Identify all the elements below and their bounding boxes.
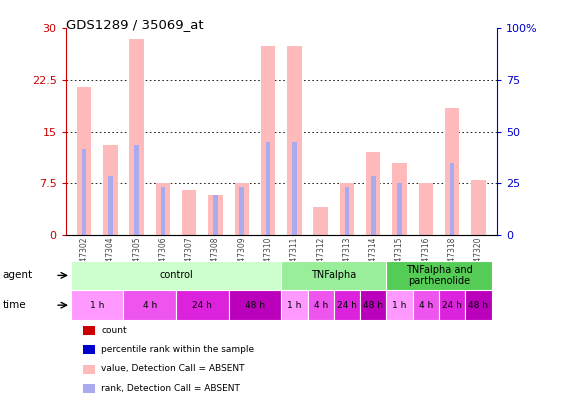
Text: TNFalpha and
parthenolide: TNFalpha and parthenolide [405,264,472,286]
Bar [123,290,176,320]
Text: GSM47305: GSM47305 [132,236,141,278]
Text: GSM47314: GSM47314 [369,236,378,278]
Bar [160,187,165,235]
Bar [208,195,223,235]
Text: GDS1289 / 35069_at: GDS1289 / 35069_at [66,18,203,31]
Bar [419,183,433,235]
Bar [292,142,297,235]
Bar [450,163,455,235]
Text: GSM47308: GSM47308 [211,236,220,278]
Bar [397,183,402,235]
Bar [281,261,387,290]
Text: 48 h: 48 h [363,301,383,310]
Bar [108,177,112,235]
Text: 4 h: 4 h [143,301,157,310]
Bar [360,290,387,320]
Bar [371,177,376,235]
Text: 1 h: 1 h [90,301,104,310]
Bar [266,142,271,235]
Text: GSM47313: GSM47313 [343,236,351,278]
Text: percentile rank within the sample: percentile rank within the sample [101,345,254,354]
Bar [387,261,492,290]
Bar [213,195,218,235]
Text: GSM47316: GSM47316 [421,236,431,278]
Bar [71,290,123,320]
Text: 24 h: 24 h [442,301,462,310]
Text: 4 h: 4 h [313,301,328,310]
Text: 48 h: 48 h [245,301,265,310]
Text: GSM47309: GSM47309 [238,236,246,278]
Text: GSM47302: GSM47302 [79,236,89,278]
Bar [445,108,459,235]
Bar [176,290,228,320]
Bar [156,183,170,235]
Text: GSM47306: GSM47306 [158,236,167,278]
Bar [228,290,281,320]
Text: GSM47311: GSM47311 [290,236,299,277]
Text: TNFalpha: TNFalpha [311,271,356,280]
Text: GSM47310: GSM47310 [264,236,272,278]
Bar [345,187,349,235]
Text: GSM47318: GSM47318 [448,236,457,277]
Bar [313,207,328,235]
Text: GSM47307: GSM47307 [184,236,194,278]
Bar [281,290,308,320]
Bar [71,261,281,290]
Text: rank, Detection Call = ABSENT: rank, Detection Call = ABSENT [101,384,240,393]
Text: value, Detection Call = ABSENT: value, Detection Call = ABSENT [101,364,244,373]
Bar [471,180,485,235]
Text: GSM47312: GSM47312 [316,236,325,277]
Text: 48 h: 48 h [468,301,488,310]
Bar [134,145,139,235]
Bar [387,290,413,320]
Bar [439,290,465,320]
Bar [287,46,301,235]
Bar [261,46,275,235]
Bar [235,183,249,235]
Bar [392,163,407,235]
Text: GSM47320: GSM47320 [474,236,483,278]
Bar [182,190,196,235]
Bar [239,187,244,235]
Text: 24 h: 24 h [337,301,357,310]
Text: 1 h: 1 h [287,301,301,310]
Text: GSM47315: GSM47315 [395,236,404,278]
Bar [334,290,360,320]
Text: control: control [159,271,193,280]
Bar [465,290,492,320]
Bar [413,290,439,320]
Bar [77,87,91,235]
Bar [308,290,334,320]
Text: count: count [101,326,127,335]
Text: 1 h: 1 h [392,301,407,310]
Text: GSM47304: GSM47304 [106,236,115,278]
Text: agent: agent [3,271,33,280]
Text: 24 h: 24 h [192,301,212,310]
Bar [366,152,380,235]
Text: 4 h: 4 h [419,301,433,310]
Bar [340,183,354,235]
Text: time: time [3,300,26,310]
Bar [82,149,86,235]
Bar [103,145,118,235]
Bar [130,39,144,235]
